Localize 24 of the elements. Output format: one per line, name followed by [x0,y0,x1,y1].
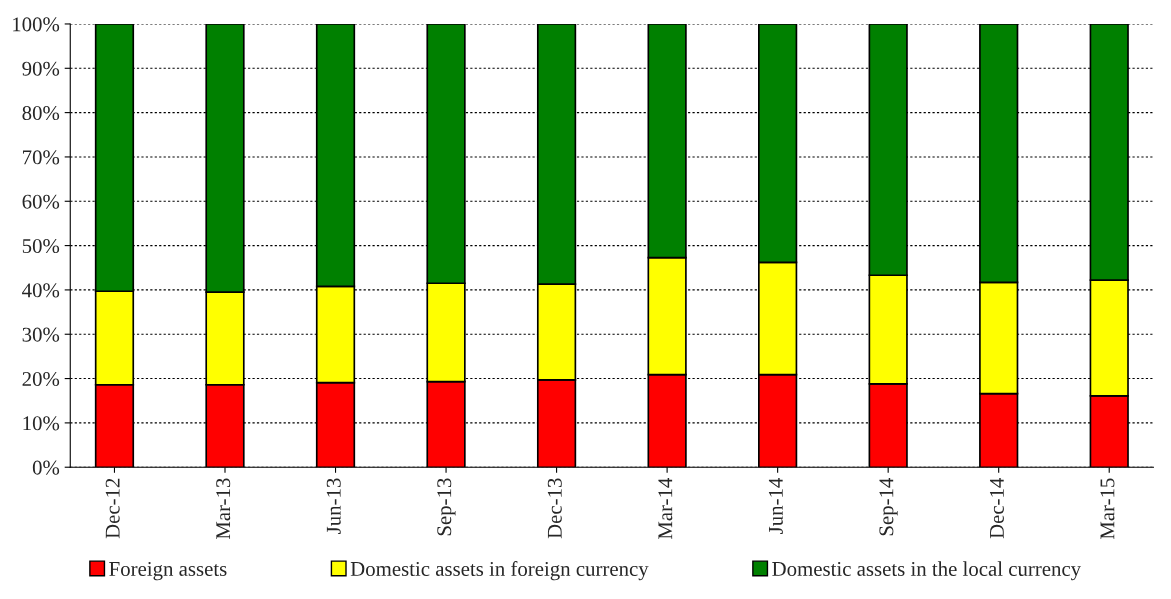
y-tick-label: 20% [22,371,60,387]
y-tick-label: 60% [22,194,60,209]
x-tick-label: Dec-13 [547,478,562,539]
y-tick-label: 90% [22,61,60,76]
x-tick-label: Mar-15 [1100,478,1115,540]
x-tick-label: Mar-13 [216,478,231,540]
y-tick-label: 50% [22,238,60,254]
y-tick-label: 0% [32,460,60,475]
y-tick-label: 70% [23,150,60,165]
x-tick-label: Sep-14 [879,477,898,536]
x-tick-label: Sep-13 [437,478,456,536]
y-tick-label: 80% [22,105,60,121]
x-tick-label: Jun-14 [768,477,783,534]
legend-label: Domestic assets in foreign currency [350,561,649,581]
y-tick-label: 100% [13,17,60,32]
x-tick-label: Jun-13 [326,478,341,534]
y-tick-label: 30% [22,327,60,342]
y-tick-label: 10% [23,416,60,431]
legend-label: Foreign assets [109,561,227,581]
x-tick-label: Dec-12 [105,478,120,539]
x-tick-label: Mar-14 [658,477,673,540]
x-tick-label: Dec-14 [989,477,1004,539]
legend-label: Domestic assets in the local currency [772,561,1082,581]
y-tick-label: 40% [22,283,60,298]
